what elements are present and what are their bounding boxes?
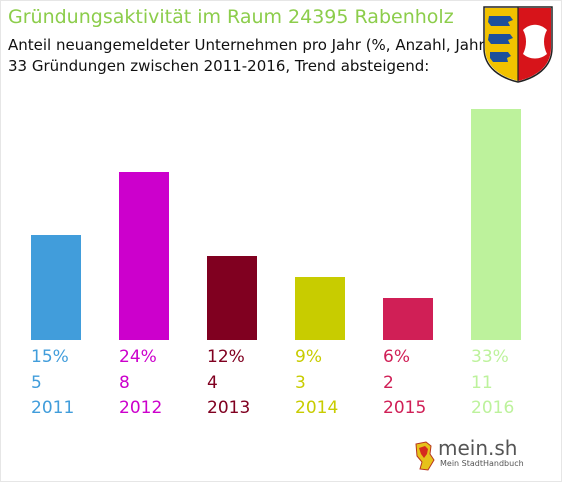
percent-label-2014: 9% (295, 347, 322, 367)
bar-2012 (119, 172, 169, 340)
chart-subtitle-line-1: Anteil neuangemeldeter Unternehmen pro J… (8, 36, 491, 54)
count-label-2011: 5 (31, 373, 42, 393)
percent-label-2015: 6% (383, 347, 410, 367)
bar-2015 (383, 298, 433, 340)
mein-sh-logo-icon (415, 441, 435, 471)
bar-2014 (295, 277, 345, 340)
year-label-2015: 2015 (383, 398, 427, 418)
percent-label-2013: 12% (207, 347, 245, 367)
year-label-2014: 2014 (295, 398, 339, 418)
logo-wordmark: mein.sh (438, 436, 518, 460)
count-label-2014: 3 (295, 373, 306, 393)
bar-2016 (471, 109, 521, 340)
percent-label-2016: 33% (471, 347, 509, 367)
bar-2013 (207, 256, 257, 340)
logo-tagline: Mein StadtHandbuch (440, 459, 524, 468)
count-label-2012: 8 (119, 373, 130, 393)
year-label-2016: 2016 (471, 398, 515, 418)
year-label-2012: 2012 (119, 398, 163, 418)
count-label-2013: 4 (207, 373, 218, 393)
bar-2011 (31, 235, 81, 340)
chart-title: Gründungsaktivität im Raum 24395 Rabenho… (8, 6, 454, 28)
percent-label-2011: 15% (31, 347, 69, 367)
count-label-2016: 11 (471, 373, 493, 393)
year-label-2013: 2013 (207, 398, 251, 418)
count-label-2015: 2 (383, 373, 394, 393)
coat-of-arms-icon (483, 6, 553, 83)
chart-subtitle-line-2: 33 Gründungen zwischen 2011-2016, Trend … (8, 57, 430, 75)
percent-label-2012: 24% (119, 347, 157, 367)
year-label-2011: 2011 (31, 398, 75, 418)
